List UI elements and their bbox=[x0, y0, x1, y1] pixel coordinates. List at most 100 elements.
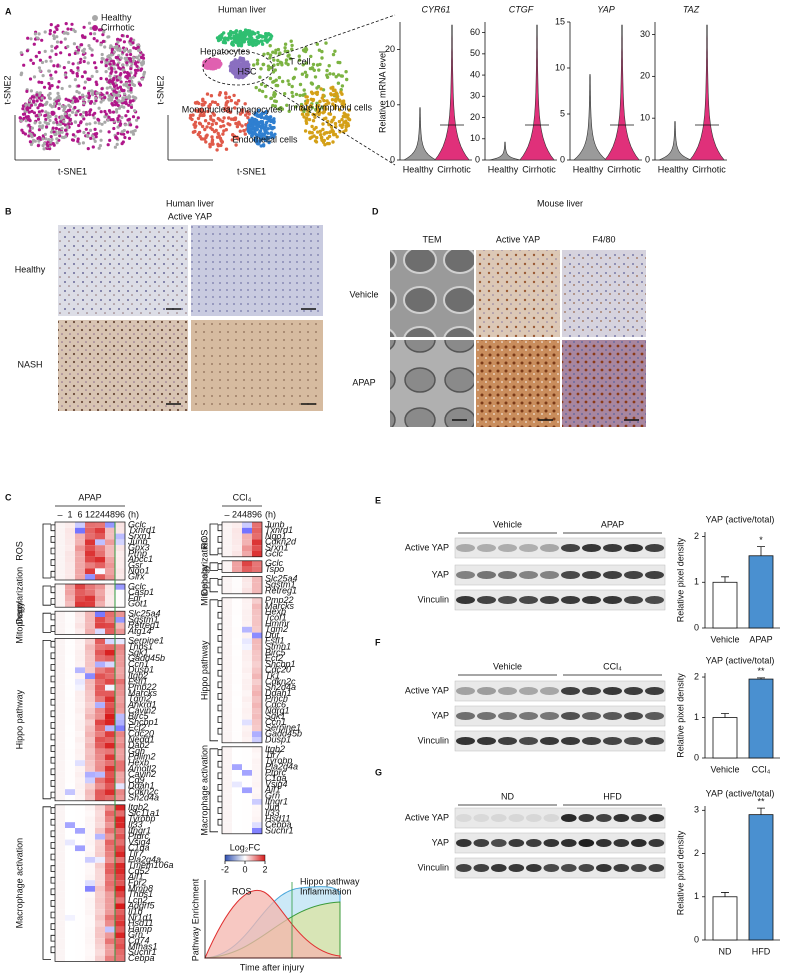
blot-band bbox=[603, 544, 622, 552]
tsne-point bbox=[66, 125, 69, 128]
tsne-point bbox=[211, 140, 214, 143]
tsne-point bbox=[108, 79, 111, 82]
tsne-point bbox=[115, 97, 118, 100]
legend-dot bbox=[92, 15, 98, 21]
heatmap-cell bbox=[222, 609, 232, 615]
heatmap-cell bbox=[222, 737, 232, 743]
heatmap-cell bbox=[65, 685, 75, 691]
tsne-point bbox=[333, 116, 336, 119]
tsne-point bbox=[315, 136, 318, 139]
tsne-point bbox=[88, 122, 91, 125]
heatmap-cell bbox=[242, 588, 252, 594]
heatmap-cell bbox=[65, 522, 75, 528]
tsne-point bbox=[61, 105, 64, 108]
tsne-point bbox=[334, 122, 337, 125]
blot-band bbox=[540, 544, 559, 552]
tsne-point bbox=[132, 46, 135, 49]
heatmap-cell bbox=[232, 805, 242, 811]
heatmap-cell bbox=[55, 725, 65, 731]
tsne-point bbox=[253, 32, 256, 35]
tsne-point bbox=[122, 140, 125, 143]
tsne-point bbox=[331, 140, 334, 143]
heatmap-cell bbox=[105, 601, 115, 607]
blot-band bbox=[561, 712, 580, 720]
dendrogram bbox=[51, 587, 55, 593]
tsne-point bbox=[122, 83, 125, 86]
heatmap-cell bbox=[252, 539, 262, 545]
tsne-point bbox=[30, 110, 33, 113]
tsne-point bbox=[189, 116, 192, 119]
tsne-point bbox=[312, 63, 315, 66]
blot-band bbox=[561, 687, 580, 695]
tsne-point bbox=[221, 120, 224, 123]
tsne-point bbox=[27, 124, 30, 127]
heatmap-cell bbox=[85, 563, 95, 569]
dendrogram bbox=[51, 877, 55, 883]
x-tick-label: Healthy bbox=[573, 164, 604, 174]
heatmap-cell bbox=[222, 561, 232, 567]
dendrogram bbox=[51, 548, 55, 554]
heatmap-cell bbox=[232, 691, 242, 697]
heatmap-cell bbox=[85, 903, 95, 909]
heatmap-cell bbox=[232, 588, 242, 594]
heatmap-cell bbox=[75, 760, 85, 766]
tsne-point bbox=[109, 57, 112, 60]
panel-letter: D bbox=[372, 206, 379, 216]
tsne-point bbox=[38, 113, 41, 116]
dendrogram bbox=[51, 571, 55, 577]
dendrogram bbox=[51, 560, 55, 566]
heatmap-cell bbox=[95, 816, 105, 822]
y-tick-label: 20 bbox=[640, 71, 650, 81]
tsne-point bbox=[287, 83, 290, 86]
heatmap-cell bbox=[55, 590, 65, 596]
heatmap-cell bbox=[65, 545, 75, 551]
tsne-point bbox=[319, 133, 322, 136]
tsne-point bbox=[93, 61, 96, 64]
dendrogram bbox=[51, 699, 55, 705]
tsne-point bbox=[75, 111, 78, 114]
bar bbox=[713, 718, 737, 758]
tsne-point bbox=[58, 134, 61, 137]
tsne-point bbox=[50, 49, 53, 52]
dendrogram bbox=[51, 626, 55, 632]
tsne-point bbox=[121, 130, 124, 133]
heatmap-cell bbox=[222, 776, 232, 782]
blot-label: Vinculin bbox=[418, 735, 449, 745]
x-tick-label: Vehicle bbox=[710, 634, 739, 644]
dendrogram bbox=[51, 935, 55, 941]
heatmap-cell bbox=[75, 743, 85, 749]
dendrogram bbox=[218, 717, 222, 723]
time-label: – bbox=[224, 509, 229, 519]
blot-band bbox=[579, 814, 595, 822]
tsne-point bbox=[314, 139, 317, 142]
tsne-point bbox=[238, 122, 241, 125]
tsne-point bbox=[112, 60, 115, 63]
heatmap-cell bbox=[85, 725, 95, 731]
heatmap-cell bbox=[232, 787, 242, 793]
tsne-point bbox=[26, 37, 29, 40]
heatmap-cell bbox=[65, 629, 75, 635]
heatmap-cell bbox=[65, 880, 75, 886]
heatmap-cell bbox=[105, 845, 115, 851]
heatmap-cell bbox=[75, 656, 85, 662]
x-label: t-SNE1 bbox=[58, 166, 87, 176]
heatmap-cell bbox=[55, 795, 65, 801]
tsne-point bbox=[130, 37, 133, 40]
tsne-point bbox=[247, 124, 250, 127]
heatmap-cell bbox=[242, 621, 252, 627]
heatmap-cell bbox=[95, 822, 105, 828]
tsne-point bbox=[323, 139, 326, 142]
heatmap-cell bbox=[105, 863, 115, 869]
tsne-point bbox=[33, 75, 36, 78]
heatmap-cell bbox=[85, 869, 95, 875]
tsne-point bbox=[38, 104, 41, 107]
heatmap-cell bbox=[232, 539, 242, 545]
tsne-point bbox=[335, 97, 338, 100]
heatmap-cell bbox=[75, 754, 85, 760]
tsne-point bbox=[197, 117, 200, 120]
heatmap-cell bbox=[95, 754, 105, 760]
heatmap-cell bbox=[95, 932, 105, 938]
heatmap-cell bbox=[252, 799, 262, 805]
tsne-point bbox=[210, 135, 213, 138]
heatmap-cell bbox=[252, 679, 262, 685]
